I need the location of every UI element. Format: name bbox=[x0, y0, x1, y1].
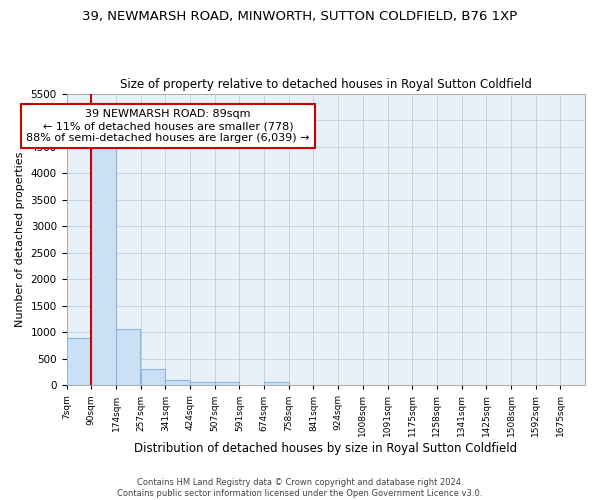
Bar bbox=[91, 142, 116, 386]
Text: 39, NEWMARSH ROAD, MINWORTH, SUTTON COLDFIELD, B76 1XP: 39, NEWMARSH ROAD, MINWORTH, SUTTON COLD… bbox=[82, 10, 518, 23]
Bar bbox=[67, 338, 91, 386]
X-axis label: Distribution of detached houses by size in Royal Sutton Coldfield: Distribution of detached houses by size … bbox=[134, 442, 517, 455]
Title: Size of property relative to detached houses in Royal Sutton Coldfield: Size of property relative to detached ho… bbox=[120, 78, 532, 91]
Y-axis label: Number of detached properties: Number of detached properties bbox=[15, 152, 25, 327]
Text: Contains HM Land Registry data © Crown copyright and database right 2024.
Contai: Contains HM Land Registry data © Crown c… bbox=[118, 478, 482, 498]
Bar bbox=[264, 382, 289, 386]
Bar bbox=[166, 380, 190, 386]
Bar bbox=[190, 382, 215, 386]
Bar bbox=[140, 370, 165, 386]
Text: 39 NEWMARSH ROAD: 89sqm
← 11% of detached houses are smaller (778)
88% of semi-d: 39 NEWMARSH ROAD: 89sqm ← 11% of detache… bbox=[26, 110, 310, 142]
Bar bbox=[116, 329, 140, 386]
Bar bbox=[215, 382, 239, 386]
